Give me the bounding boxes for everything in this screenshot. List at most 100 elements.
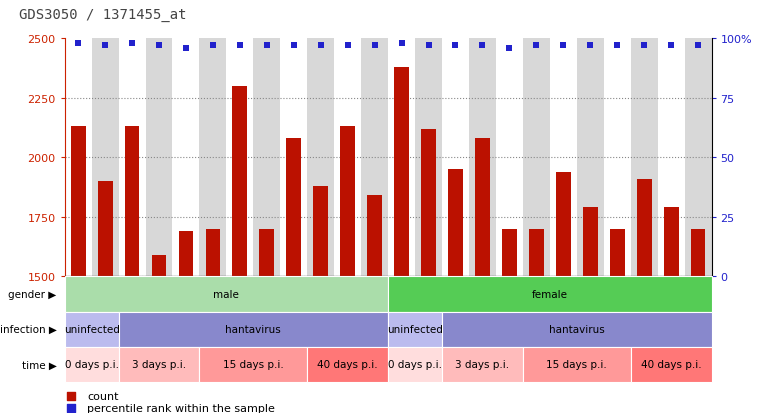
Bar [314,187,328,277]
Bar [307,39,334,277]
Text: percentile rank within the sample: percentile rank within the sample [88,404,275,413]
Bar [65,39,91,277]
Bar [253,39,280,277]
Bar [583,208,597,277]
Point [261,43,273,50]
Point [153,43,165,50]
Bar [637,179,651,277]
Point [450,43,462,50]
Bar [691,229,705,277]
Point [65,405,78,412]
Text: count: count [88,391,119,401]
Bar [173,39,199,277]
Text: hantavirus: hantavirus [549,324,605,335]
Point [342,43,354,50]
Bar [388,312,442,347]
Point [584,43,597,50]
Point [65,393,78,399]
Bar [556,172,571,277]
Text: male: male [213,289,240,299]
Bar [232,87,247,277]
Point [611,43,623,50]
Bar [631,39,658,277]
Text: 15 days p.i.: 15 days p.i. [546,359,607,370]
Bar [394,68,409,277]
Bar [388,39,415,277]
Point [665,43,677,50]
Bar [421,130,436,277]
Bar [71,127,85,277]
Bar [496,39,523,277]
Bar [631,347,712,382]
Bar [529,229,544,277]
Bar [475,139,490,277]
Bar [361,39,388,277]
Point [503,45,515,52]
Bar [415,39,442,277]
Point [368,43,380,50]
Text: 0 days p.i.: 0 days p.i. [388,359,442,370]
Bar [368,196,382,277]
Point [180,45,192,52]
Bar [145,39,173,277]
Point [422,43,435,50]
Bar [550,39,577,277]
Bar [603,39,631,277]
Bar [658,39,685,277]
Point [314,43,326,50]
Text: uninfected: uninfected [64,324,119,335]
Bar [664,208,679,277]
Bar [502,229,517,277]
Text: 3 days p.i.: 3 days p.i. [132,359,186,370]
Bar [227,39,253,277]
Bar [179,232,193,277]
Bar [125,127,139,277]
Text: 15 days p.i.: 15 days p.i. [223,359,284,370]
Bar [91,39,119,277]
Bar [523,39,550,277]
Bar [523,347,631,382]
Bar [307,347,388,382]
Bar [151,255,167,277]
Point [99,43,111,50]
Bar [65,277,388,312]
Text: 40 days p.i.: 40 days p.i. [641,359,702,370]
Bar [199,347,307,382]
Bar [280,39,307,277]
Bar [340,127,355,277]
Point [557,43,569,50]
Text: 0 days p.i.: 0 days p.i. [65,359,119,370]
Point [126,40,139,47]
Text: female: female [532,289,568,299]
Text: GDS3050 / 1371455_at: GDS3050 / 1371455_at [19,8,186,22]
Bar [97,182,113,277]
Bar [334,39,361,277]
Text: 3 days p.i.: 3 days p.i. [455,359,510,370]
Bar [442,39,469,277]
Bar [685,39,712,277]
Text: 40 days p.i.: 40 days p.i. [317,359,378,370]
Bar [119,347,199,382]
Text: hantavirus: hantavirus [225,324,282,335]
Bar [205,229,221,277]
Bar [260,229,274,277]
Point [476,43,489,50]
Bar [119,39,145,277]
Point [692,43,704,50]
Bar [119,312,388,347]
Bar [388,347,442,382]
Bar [442,312,712,347]
Bar [65,312,119,347]
Bar [286,139,301,277]
Point [288,43,300,50]
Bar [448,170,463,277]
Point [72,40,84,47]
Point [234,43,246,50]
Text: uninfected: uninfected [387,324,443,335]
Bar [388,277,712,312]
Text: infection ▶: infection ▶ [0,324,56,335]
Bar [610,229,625,277]
Text: gender ▶: gender ▶ [8,289,56,299]
Point [396,40,408,47]
Bar [65,347,119,382]
